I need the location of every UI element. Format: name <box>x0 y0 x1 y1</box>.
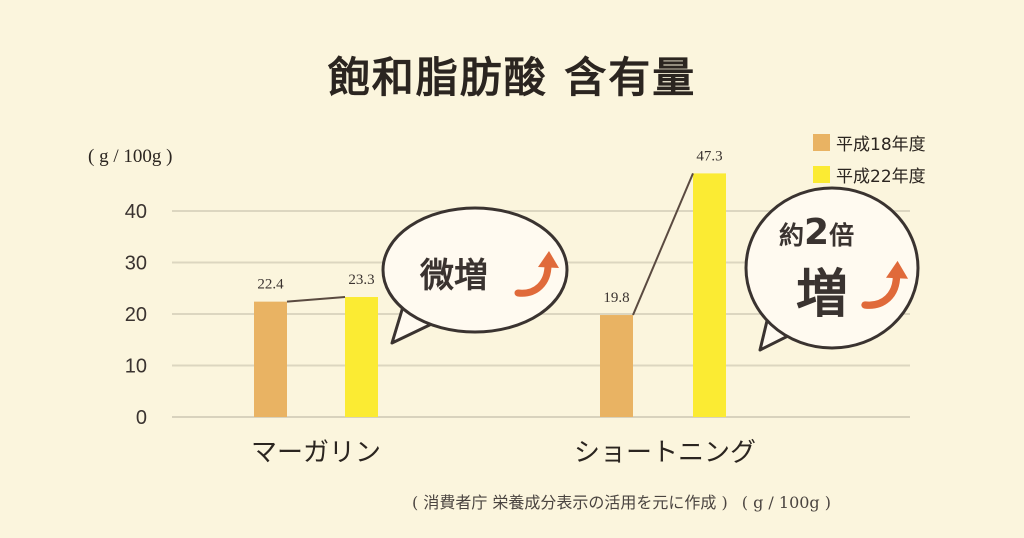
up-arrow-icon-large-head <box>886 260 909 279</box>
y-unit-label: ( g / 100g ) <box>88 146 173 167</box>
category-label-shortening: ショートニング <box>573 438 757 468</box>
y-tick-label-0: 0 <box>136 407 147 429</box>
up-arrow-icon-stem <box>514 261 552 297</box>
bubble-right-main: 増 <box>796 265 849 325</box>
legend: 平成18年度 平成22年度 <box>813 126 926 190</box>
y-tick-label-10: 10 <box>125 356 147 378</box>
legend-item-h18: 平成18年度 <box>813 126 926 158</box>
chart-title: 飽和脂肪酸 含有量 <box>327 53 697 102</box>
legend-item-h22: 平成22年度 <box>813 158 926 190</box>
legend-text-h22: 平成22年度 <box>836 166 926 187</box>
legend-text-h18: 平成18年度 <box>836 134 926 155</box>
bar-h18-1 <box>600 315 633 417</box>
value-label-h18-1: 19.8 <box>603 290 629 306</box>
bubble-right-suffix: 倍 <box>829 221 855 250</box>
bubble-right-number: 2 <box>804 212 830 253</box>
y-tick-label-30: 30 <box>125 253 147 275</box>
bubble-right-prefix: 約2倍 <box>779 212 854 253</box>
value-label-h22-1: 47.3 <box>696 148 722 164</box>
value-label-h18-0: 22.4 <box>257 277 284 293</box>
y-tick-label-40: 40 <box>125 201 147 223</box>
speech-bubble-left-fill <box>385 210 565 330</box>
source-footnote: ( 消費者庁 栄養成分表示の活用を元に作成 ) ( g / 100g ) <box>412 489 831 513</box>
bar-h22-0 <box>345 297 378 417</box>
category-label-margarine: マーガリン <box>250 438 382 468</box>
legend-swatch-h22 <box>813 165 830 183</box>
bubble-left-text: 微増 <box>420 256 488 296</box>
trend-line-1 <box>632 173 694 316</box>
y-tick-label-20: 20 <box>125 304 147 326</box>
footnote-unit: ( g / 100g ) <box>741 493 831 512</box>
up-arrow-icon-head <box>538 251 559 268</box>
footnote-source: ( 消費者庁 栄養成分表示の活用を元に作成 ) <box>412 493 728 512</box>
legend-swatch-h18 <box>813 133 830 151</box>
bar-h18-0 <box>254 301 287 417</box>
bubble-right-prefix-kanji: 約 <box>779 221 805 250</box>
bar-h22-1 <box>693 173 726 417</box>
up-arrow-icon-large-stem <box>861 271 901 309</box>
trend-line-0 <box>286 296 346 303</box>
value-label-h22-0: 23.3 <box>348 272 374 288</box>
